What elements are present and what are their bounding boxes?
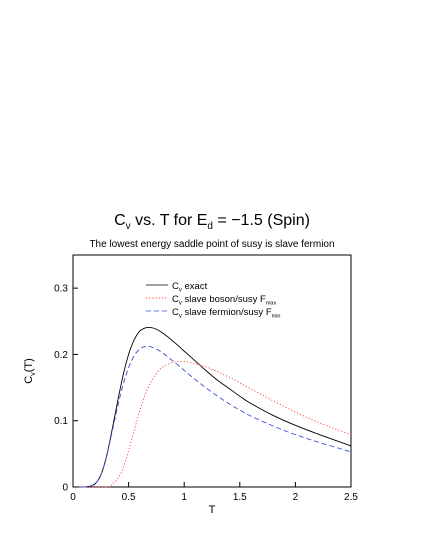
- x-axis-label: T: [209, 504, 216, 516]
- x-tick-label: 1.5: [233, 492, 247, 503]
- x-tick-label: 0.5: [122, 492, 136, 503]
- y-tick-label: 0.2: [54, 350, 68, 361]
- legend: Cv exact Cv slave boson/susy Fmax Cv sla…: [146, 281, 281, 320]
- chart-subtitle: The lowest energy saddle point of susy i…: [89, 239, 334, 250]
- y-tick-label: 0.3: [54, 284, 68, 295]
- y-tick-label: 0.1: [54, 416, 68, 427]
- legend-label-slave-fermion: Cv slave fermion/susy Fmin: [172, 307, 281, 320]
- x-tick-label: 2: [293, 492, 299, 503]
- y-tick-label: 0: [62, 483, 68, 494]
- x-tick-label: 1: [181, 492, 187, 503]
- series-line-exact: [72, 326, 352, 488]
- x-tick-label: 2.5: [344, 492, 358, 503]
- plot-frame: [72, 254, 352, 488]
- axis-ticks: 0 0.5 1 1.5 2 2.5 0 0.1 0.2 0.3: [54, 284, 358, 503]
- x-tick-label: 0: [70, 492, 76, 503]
- legend-label-slave-boson: Cv slave boson/susy Fmax: [172, 294, 276, 307]
- series-line-slave-fermion: [72, 345, 352, 488]
- series-line-slave-boson: [72, 361, 352, 488]
- legend-label-exact: Cv exact: [172, 281, 208, 294]
- chart-title: Cv vs. T for Ed = −1.5 (Spin): [114, 212, 310, 232]
- y-axis-label: Cv(T): [23, 358, 37, 384]
- curves: [72, 326, 352, 488]
